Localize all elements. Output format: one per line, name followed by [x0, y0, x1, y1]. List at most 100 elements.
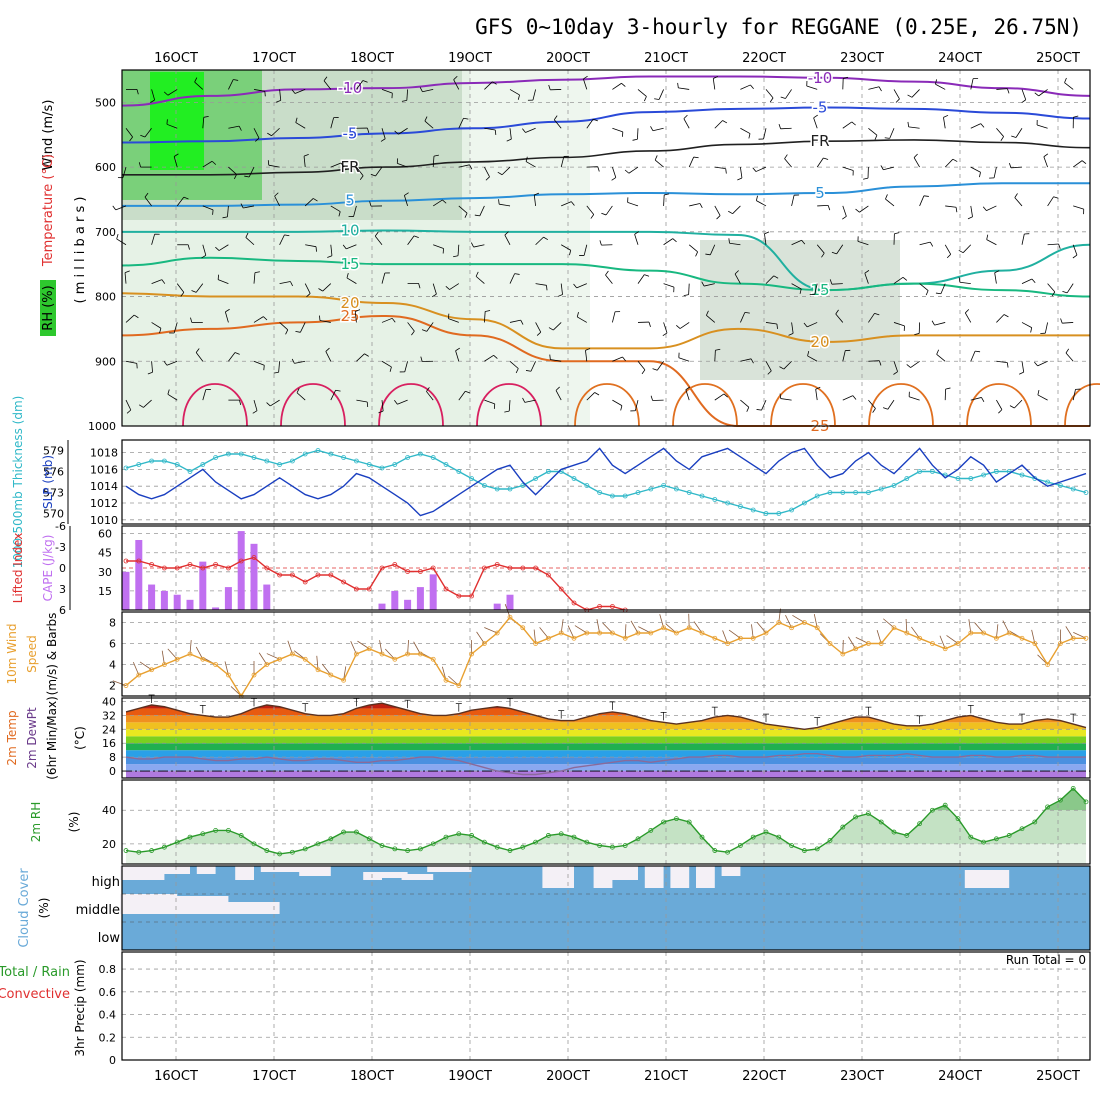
cape-bar: [225, 587, 232, 610]
rh-shade-saturated: [150, 72, 204, 170]
cloud-clear-gap: [542, 866, 574, 888]
lifted-index-y-tick: 0: [59, 562, 66, 575]
temp-band: [122, 764, 1090, 771]
temp2m-y-tick: 8: [109, 751, 116, 764]
rh2m-y-tick: 20: [102, 838, 116, 851]
cloud-clear-gap: [261, 866, 305, 872]
cloud-clear-gap: [402, 874, 434, 880]
wind10m-y-tick: 4: [109, 659, 116, 672]
temp-band: [122, 750, 1090, 757]
isotherm-label: 20: [810, 333, 829, 351]
temp-band: [122, 736, 1090, 743]
lifted-index-y-tick: 3: [59, 583, 66, 596]
x-tick-label-bottom: 17OCT: [252, 1069, 296, 1084]
slp-y-tick: 1016: [90, 463, 118, 476]
precip-y-tick: 0.6: [99, 986, 117, 999]
x-tick-label-top: 17OCT: [252, 51, 296, 66]
x-tick-label-bottom: 20OCT: [546, 1069, 590, 1084]
wind10m-y-tick: 8: [109, 617, 116, 630]
isotherm-label: -10: [808, 69, 833, 87]
x-tick-label-top: 19OCT: [448, 51, 492, 66]
x-tick-label-top: 16OCT: [154, 51, 198, 66]
rh-axis-label: RH (%): [41, 285, 56, 330]
cape-bar: [199, 562, 206, 610]
lifted-index-y-tick: -3: [55, 541, 66, 554]
x-tick-label-bottom: 25OCT: [1036, 1069, 1080, 1084]
cape-y-tick: 15: [98, 585, 112, 598]
cape-bar: [430, 574, 437, 610]
cape-bar: [148, 585, 155, 610]
slp-y-tick: 1012: [90, 497, 118, 510]
x-tick-label-top: 22OCT: [742, 51, 786, 66]
temperature-axis-label: Temperature (°C): [41, 154, 56, 267]
rh-shade-midlevel: [700, 240, 900, 380]
cape-bar: [251, 544, 258, 610]
cloud-clear-gap: [158, 866, 190, 874]
cape-bar: [507, 595, 514, 610]
precip-y-tick: 0.4: [99, 1009, 117, 1022]
cloud-clear-gap: [197, 866, 216, 874]
precip-run-total: Run Total = 0: [1006, 953, 1086, 967]
cloud-clear-gap: [120, 866, 164, 880]
precip-convective-label: Convective: [0, 987, 70, 1002]
wind10m-axis-label-3: (m/s) & Barbs: [45, 613, 59, 696]
precip-y-tick: 0: [109, 1054, 116, 1067]
wind10m-y-tick: 6: [109, 638, 116, 651]
cloud-clear-gap: [696, 866, 715, 888]
x-tick-label-bottom: 19OCT: [448, 1069, 492, 1084]
sounding-y-tick: 900: [95, 355, 116, 368]
slp-y-tick: 1010: [90, 514, 118, 527]
cape-bar: [123, 572, 130, 610]
sounding-y-tick: 800: [95, 291, 116, 304]
cape-bar: [391, 591, 398, 610]
x-tick-label-bottom: 21OCT: [644, 1069, 688, 1084]
x-tick-label-bottom: 23OCT: [840, 1069, 884, 1084]
temp2m-axis-label-3: (6hr Min/Max): [45, 696, 59, 780]
cloud-clear-gap: [965, 870, 1009, 888]
lifted-index-y-tick: 6: [59, 604, 66, 617]
cloud-axis-label: Cloud Cover: [17, 868, 32, 948]
rh2m-unit-label: (%): [67, 812, 81, 833]
precip-axis-label: 3hr Precip (mm): [73, 959, 87, 1056]
temp-band: [122, 743, 1090, 750]
x-tick-label-bottom: 24OCT: [938, 1069, 982, 1084]
rh2m-y-tick: 40: [102, 804, 116, 817]
x-tick-label-top: 20OCT: [546, 51, 590, 66]
cloud-clear-gap: [645, 866, 664, 888]
cloud-clear-gap: [670, 866, 689, 888]
x-tick-label-top: 25OCT: [1036, 51, 1080, 66]
cloud-clear-gap: [299, 866, 331, 876]
temp-band: [122, 771, 1090, 778]
cloud-clear-gap: [722, 866, 741, 876]
millibars-axis-label: ( m i l l i b a r s ): [73, 197, 88, 304]
cloud-level-middle: middle: [76, 903, 120, 918]
precip-y-tick: 0.8: [99, 963, 117, 976]
x-tick-label-top: 24OCT: [938, 51, 982, 66]
rh2m-axis-label: 2m RH: [29, 802, 43, 843]
cloud-clear-gap: [120, 894, 177, 914]
cloud-unit-label: (%): [37, 898, 51, 919]
temp2m-y-tick: 16: [102, 737, 116, 750]
isotherm-label: -5: [343, 124, 358, 142]
sounding-y-tick: 1000: [88, 420, 116, 433]
temp2m-unit-label: (°C): [73, 726, 87, 750]
sounding-y-tick: 700: [95, 226, 116, 239]
wind10m-axis-label-1: 10m Wind: [5, 624, 19, 685]
lifted-index-y-tick: -6: [55, 520, 66, 533]
cloud-clear-gap: [606, 866, 638, 880]
isotherm-label: 15: [340, 255, 359, 273]
wind-barb-flag: [499, 199, 500, 204]
temp2m-y-tick: 24: [102, 723, 116, 736]
isotherm-label: -10: [338, 79, 363, 97]
cape-bar: [404, 600, 411, 610]
cloud-clear-gap: [427, 866, 471, 872]
precip-y-tick: 0.2: [99, 1031, 117, 1044]
x-tick-label-top: 23OCT: [840, 51, 884, 66]
x-tick-label-bottom: 16OCT: [154, 1069, 198, 1084]
cape-bar: [135, 540, 142, 610]
temp2m-y-tick: 32: [102, 709, 116, 722]
wind-barb-flag: [495, 130, 496, 135]
cape-bar: [161, 591, 168, 610]
temp2m-y-tick: 0: [109, 765, 116, 778]
